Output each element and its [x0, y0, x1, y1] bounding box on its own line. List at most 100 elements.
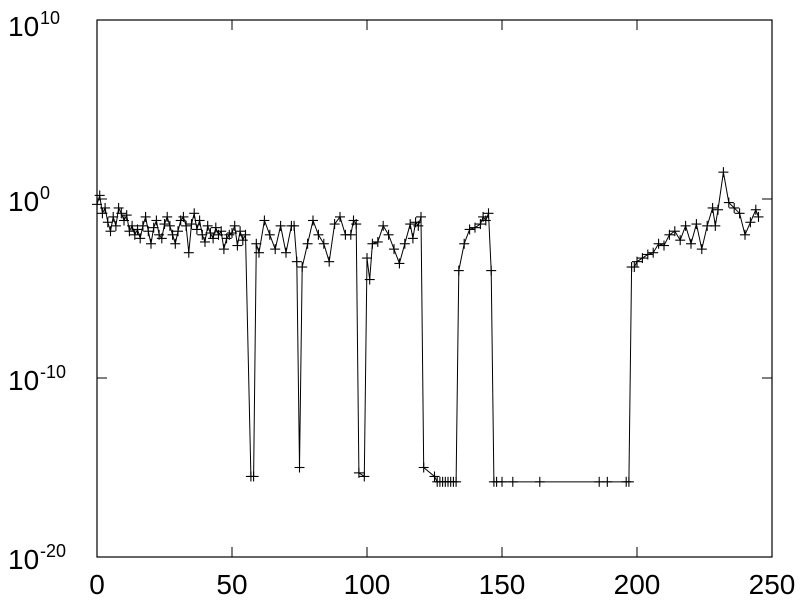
- data-point-marker: [237, 235, 248, 246]
- data-series: [92, 167, 764, 487]
- x-tick-label: 150: [479, 569, 526, 600]
- data-point-marker: [345, 229, 356, 240]
- data-point-marker: [135, 233, 146, 244]
- data-point-marker: [405, 219, 416, 230]
- data-point-marker: [178, 211, 189, 222]
- data-point-marker: [394, 258, 405, 269]
- data-point-marker: [389, 244, 399, 255]
- data-point-marker: [94, 190, 105, 201]
- data-point-marker: [710, 220, 721, 231]
- data-point-marker: [723, 197, 734, 208]
- data-point-marker: [686, 238, 696, 249]
- y-tick-label-base: 10: [8, 365, 39, 396]
- data-point-marker: [653, 238, 664, 249]
- data-point-marker: [362, 253, 372, 264]
- data-point-marker: [691, 219, 702, 230]
- data-point-marker: [216, 226, 227, 237]
- data-point-marker: [308, 215, 318, 226]
- data-point-marker: [713, 204, 723, 215]
- data-point-marker: [159, 219, 170, 230]
- y-tick-label-exponent: -20: [40, 541, 66, 561]
- data-point-marker: [119, 215, 129, 226]
- y-tick-label-base: 10: [8, 186, 39, 217]
- data-point-marker: [318, 238, 329, 249]
- data-point-marker: [418, 462, 429, 473]
- data-point-marker: [116, 208, 127, 219]
- data-point-marker: [218, 244, 229, 255]
- data-point-marker: [313, 229, 324, 240]
- data-point-marker: [240, 229, 251, 240]
- data-point-marker: [224, 229, 235, 240]
- data-point-marker: [383, 229, 394, 240]
- data-point-marker: [745, 217, 756, 228]
- data-point-marker: [124, 226, 135, 237]
- data-point-marker: [232, 240, 243, 251]
- data-point-marker: [137, 220, 148, 231]
- data-point-marker: [162, 211, 173, 222]
- data-point-marker: [170, 238, 181, 249]
- data-point-marker: [140, 211, 151, 222]
- data-point-marker: [173, 226, 183, 237]
- data-point-marker: [183, 247, 194, 258]
- x-tick-label: 250: [749, 569, 796, 600]
- data-point-marker: [97, 208, 108, 219]
- data-point-marker: [205, 228, 216, 239]
- y-tick-label-exponent: -10: [40, 362, 66, 382]
- data-point-marker: [108, 211, 119, 222]
- data-point-marker: [399, 238, 410, 249]
- data-point-marker: [664, 229, 675, 240]
- data-point-marker: [534, 476, 545, 487]
- data-point-marker: [105, 226, 116, 237]
- data-point-marker: [637, 253, 648, 264]
- data-point-marker: [281, 247, 291, 258]
- data-point-marker: [110, 220, 121, 231]
- data-point-marker: [146, 238, 156, 249]
- data-point-marker: [189, 208, 200, 219]
- data-point-marker: [202, 220, 213, 231]
- data-point-marker: [264, 229, 275, 240]
- data-point-marker: [669, 226, 680, 237]
- data-point-marker: [459, 238, 470, 249]
- data-point-marker: [100, 202, 111, 213]
- data-point-marker: [121, 210, 132, 221]
- data-point-marker: [696, 244, 707, 255]
- data-point-marker: [148, 222, 159, 233]
- data-point-marker: [351, 219, 362, 230]
- data-point-marker: [480, 215, 491, 226]
- data-point-marker: [181, 220, 192, 231]
- data-point-marker: [289, 220, 300, 231]
- data-point-marker: [629, 262, 640, 273]
- data-point-marker: [675, 235, 686, 246]
- data-point-marker: [291, 256, 302, 267]
- data-point-marker: [413, 220, 424, 231]
- data-point-marker: [486, 265, 497, 276]
- data-point-marker: [632, 256, 642, 267]
- x-tick-label: 50: [216, 569, 247, 600]
- data-point-marker: [416, 211, 426, 222]
- data-point-marker: [497, 476, 507, 487]
- series-line: [96, 172, 759, 483]
- data-point-marker: [364, 274, 375, 285]
- y-tick-label-exponent: 10: [40, 8, 60, 28]
- plot-frame: [96, 19, 773, 558]
- x-tick-label: 200: [614, 569, 661, 600]
- data-point-marker: [359, 471, 370, 482]
- data-point-marker: [429, 471, 440, 482]
- data-point-marker: [194, 215, 205, 226]
- data-point-marker: [129, 229, 140, 240]
- data-point-marker: [659, 240, 669, 251]
- data-point-marker: [372, 236, 383, 247]
- data-point-marker: [329, 219, 340, 230]
- data-point-marker: [451, 476, 462, 487]
- data-point-marker: [251, 238, 262, 249]
- x-tick-label: 0: [89, 569, 105, 600]
- data-point-marker: [127, 220, 138, 231]
- data-point-marker: [297, 262, 308, 273]
- data-point-marker: [729, 202, 740, 213]
- data-point-marker: [453, 265, 464, 276]
- data-point-marker: [143, 226, 154, 237]
- data-point-marker: [750, 204, 761, 215]
- data-point-marker: [210, 222, 221, 233]
